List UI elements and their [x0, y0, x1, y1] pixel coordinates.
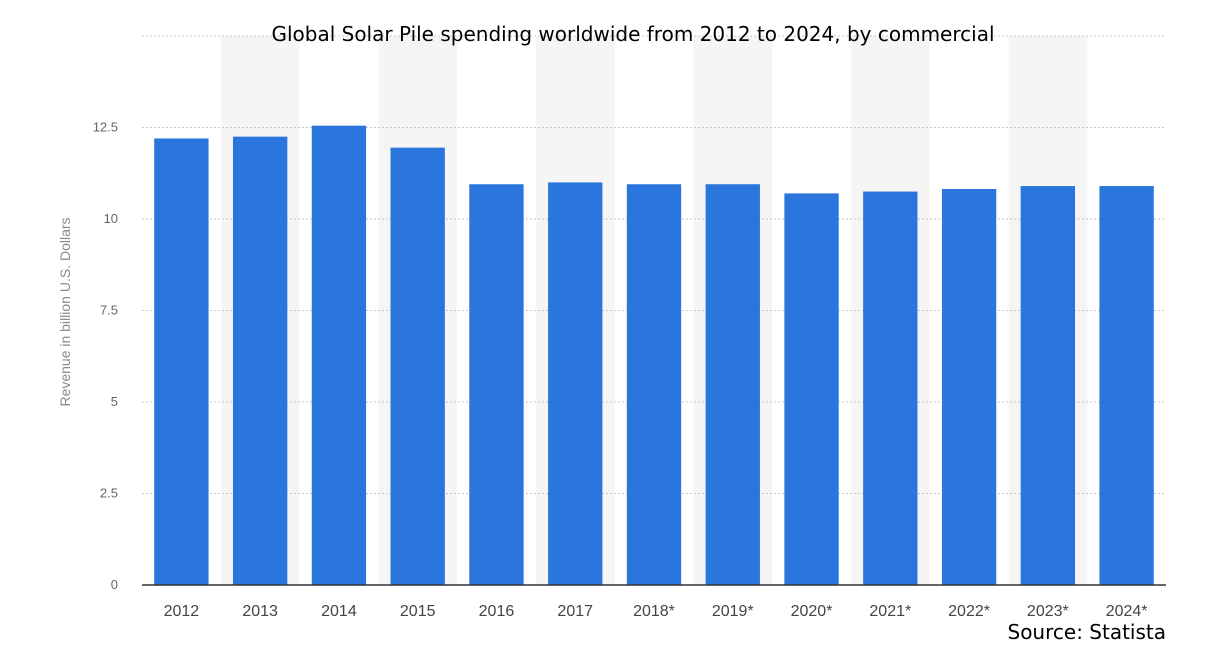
bar: [548, 182, 603, 585]
x-tick-label: 2020*: [791, 603, 833, 620]
x-tick-label: 2014: [321, 603, 357, 620]
bar: [626, 184, 682, 586]
bar: [1099, 186, 1154, 585]
y-tick-label: 7.5: [100, 303, 118, 318]
x-tick-label: 2018*: [633, 603, 675, 620]
y-axis-label: Revenue in billion U.S. Dollars: [57, 217, 73, 406]
x-tick-label: 2019*: [712, 603, 754, 620]
y-tick-label: 12.5: [93, 120, 118, 135]
x-axis-ticks: 2012 2013 2014 2015 2016 2017 2018* 2019* 2020* 2…: [164, 603, 1148, 620]
y-tick-label: 2.5: [100, 486, 118, 501]
x-tick-label: 2013: [242, 603, 278, 620]
x-tick-label: 2016: [479, 603, 515, 620]
bar: [941, 188, 997, 585]
x-tick-label: 2021*: [869, 603, 911, 620]
chart-title: Global Solar Pile spending worldwide fro…: [271, 22, 994, 46]
y-tick-label: 5: [111, 394, 118, 409]
bar: [390, 147, 445, 585]
y-axis-ticks: 0 2.5 5 7.5 10 12.5: [93, 120, 118, 593]
x-tick-label: 2012: [164, 603, 200, 620]
x-tick-label: 2022*: [948, 603, 990, 620]
bar: [232, 136, 288, 585]
x-tick-label: 2015: [400, 603, 436, 620]
y-tick-label: 0: [111, 577, 118, 592]
x-tick-label: 2023*: [1027, 603, 1069, 620]
y-tick-label: 10: [104, 211, 118, 226]
bar: [1020, 186, 1076, 585]
x-tick-label: 2024*: [1106, 603, 1148, 620]
bar: [154, 138, 209, 586]
x-tick-label: 2017: [557, 603, 593, 620]
bar: [863, 191, 918, 586]
bar: [469, 184, 524, 586]
bar: [784, 193, 839, 585]
bars: [154, 125, 1154, 586]
bar: [705, 184, 760, 586]
bar: [311, 125, 367, 586]
source-credit: Source: Statista: [1008, 620, 1167, 644]
